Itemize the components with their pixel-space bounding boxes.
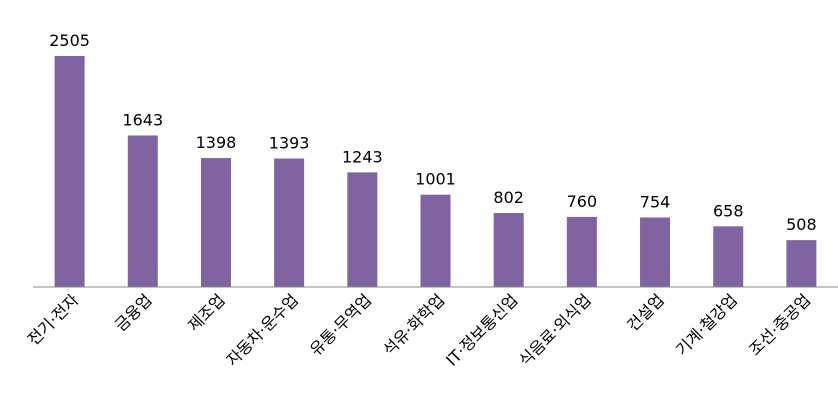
bar (493, 213, 524, 287)
data-label: 658 (713, 201, 744, 220)
x-tick-label: IT·정보통신업 (442, 290, 521, 369)
x-tick-label: 건설업 (623, 290, 668, 335)
data-label: 2505 (49, 31, 90, 50)
data-label: 754 (640, 192, 671, 211)
x-tick-label: 조선·중공업 (745, 290, 814, 359)
data-label: 802 (493, 188, 524, 207)
bar (566, 216, 597, 287)
x-tick-label: 석유·화학업 (379, 290, 448, 359)
bar (640, 217, 671, 287)
data-label: 508 (786, 215, 817, 234)
data-label: 1643 (122, 110, 163, 129)
x-tick-label: 유통·무역업 (306, 290, 375, 359)
data-label: 760 (567, 192, 598, 211)
x-tick-label: 전기·전자 (24, 290, 83, 349)
bar (200, 158, 231, 287)
x-tick-label: 식음료·외식업 (515, 290, 594, 369)
x-tick-label: 금융업 (111, 290, 156, 335)
data-label: 1398 (196, 133, 237, 152)
bar (347, 172, 378, 287)
bar (713, 226, 744, 287)
bar (127, 135, 158, 287)
bar (786, 240, 817, 287)
x-tick-label: 기계·철강업 (672, 290, 741, 359)
x-tick-label: 제조업 (184, 290, 229, 335)
data-label: 1001 (415, 170, 456, 189)
data-label: 1243 (342, 147, 383, 166)
x-tick-label: 자동차·운수업 (222, 290, 301, 369)
bar (420, 194, 451, 287)
bar (274, 158, 305, 287)
bar (54, 55, 85, 287)
data-label: 1393 (269, 134, 310, 153)
